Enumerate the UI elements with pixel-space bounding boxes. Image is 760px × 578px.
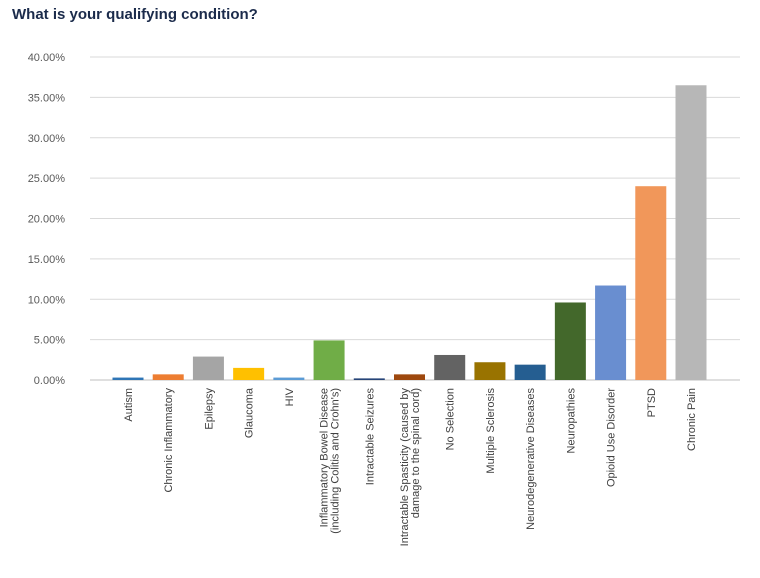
bar [635, 186, 667, 380]
bar [152, 374, 184, 380]
bar [273, 377, 305, 380]
y-tick-label: 0.00% [34, 375, 65, 387]
x-tick-label: Intractable Seizures [364, 388, 376, 486]
bar [233, 367, 265, 380]
y-tick-label: 20.00% [28, 214, 66, 226]
x-axis-tick-labels: Autism Chronic Inflammatory Epilepsy Glauco… [123, 387, 698, 546]
x-tick-label: Epilepsy [203, 388, 215, 430]
bar [192, 356, 224, 380]
x-tick-label: Glaucoma [244, 387, 256, 438]
bar [595, 285, 627, 380]
x-tick-label: Chronic Inflammatory [163, 388, 175, 493]
bar [554, 302, 586, 380]
y-axis-tick-labels: 0.00% 5.00% 10.00% 15.00% 20.00% 25.00% 30.00%… [28, 52, 66, 387]
x-tick-label: Chronic Pain [686, 388, 698, 451]
y-tick-label: 40.00% [28, 52, 66, 64]
x-tick-label: Opioid Use Disorder [606, 388, 618, 487]
x-tick-label: Autism [123, 388, 135, 422]
x-tick-label: HIV [284, 387, 296, 406]
y-tick-label: 25.00% [28, 173, 66, 185]
y-tick-label: 10.00% [28, 294, 66, 306]
x-tick-label: Intractable Spasticity (caused bydamage … [399, 388, 422, 547]
bar [434, 354, 466, 380]
chart-title: What is your qualifying condition? [12, 6, 258, 23]
y-tick-label: 15.00% [28, 254, 66, 266]
x-tick-label: PTSD [646, 388, 658, 417]
y-tick-label: 35.00% [28, 92, 66, 104]
x-tick-label: Neurodegenerative Diseases [525, 388, 537, 530]
x-tick-label: Inflammatory Bowel Disease(including Col… [319, 388, 342, 534]
x-tick-label: No Selection [445, 388, 457, 450]
x-tick-label: Multiple Sclerosis [485, 388, 497, 474]
bar [313, 340, 345, 380]
y-tick-label: 30.00% [28, 133, 66, 145]
bar [675, 85, 707, 380]
y-tick-label: 5.00% [34, 335, 65, 347]
bar [474, 362, 506, 380]
bars [112, 85, 707, 380]
bar [353, 378, 385, 380]
bar [112, 377, 144, 380]
bar [394, 374, 425, 380]
bar [514, 364, 546, 380]
x-tick-label: Neuropathies [565, 388, 577, 454]
